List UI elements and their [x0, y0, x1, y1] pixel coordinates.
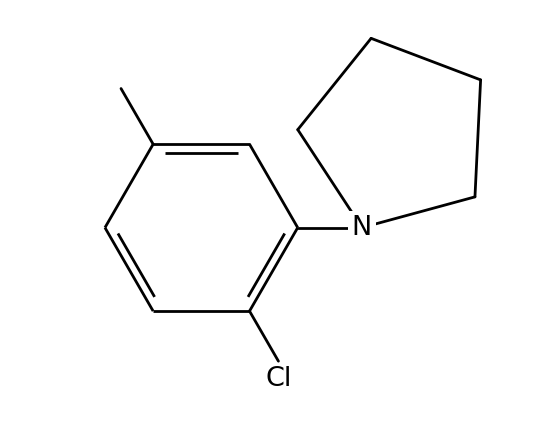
Text: N: N	[352, 215, 372, 241]
Text: Cl: Cl	[265, 366, 292, 392]
Text: N: N	[352, 215, 372, 241]
